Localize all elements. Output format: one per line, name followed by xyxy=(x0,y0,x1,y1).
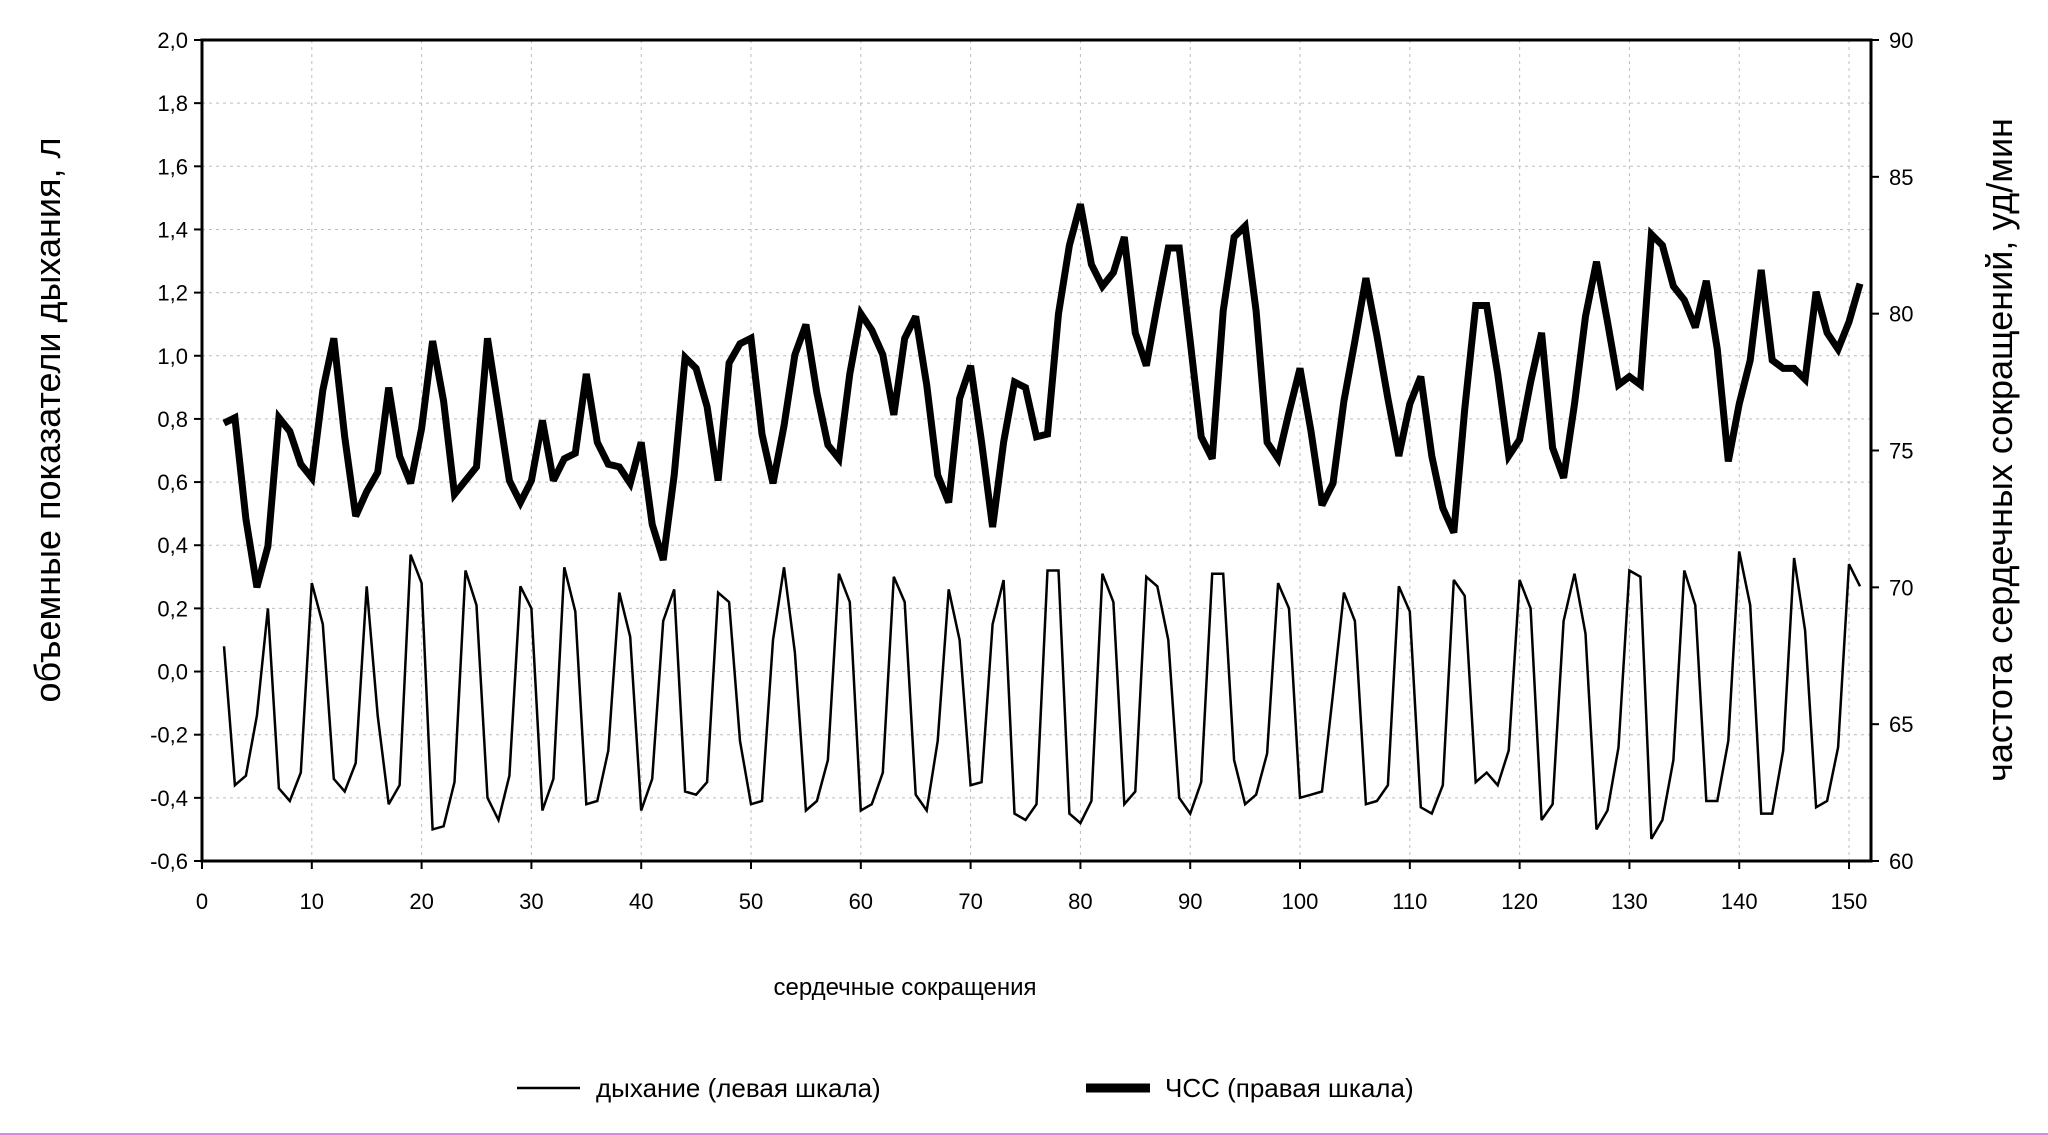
y-left-tick-label: 1,6 xyxy=(157,154,188,179)
y-left-tick-label: -0,2 xyxy=(150,723,188,748)
x-tick-label: 60 xyxy=(849,889,873,914)
series-line-heart-rate xyxy=(222,203,1864,589)
y-right-tick-label: 60 xyxy=(1889,849,1913,874)
y-left-tick-label: 0,2 xyxy=(157,596,188,621)
axis-ticks: -0,6 -0,4 -0,2 0,0 0,2 0,4 0,6 0,8 1,0 1,2 1,4 1,6 1… xyxy=(150,28,1913,914)
y-left-tick-label: -0,4 xyxy=(150,786,188,811)
y-left-tick-label: -0,6 xyxy=(150,849,188,874)
legend-label-heart-rate: ЧСС (правая шкала) xyxy=(1165,1073,1414,1103)
x-tick-label: 40 xyxy=(629,889,653,914)
x-tick-label: 0 xyxy=(196,889,208,914)
x-tick-label: 50 xyxy=(739,889,763,914)
x-tick-label: 20 xyxy=(409,889,433,914)
y-left-tick-label: 0,8 xyxy=(157,407,188,432)
legend: дыхание (левая шкала) ЧСС (правая шкала) xyxy=(517,1073,1414,1103)
y-right-tick-label: 80 xyxy=(1889,302,1913,327)
x-tick-label: 100 xyxy=(1282,889,1319,914)
y-right-tick-label: 70 xyxy=(1889,575,1913,600)
x-tick-label: 150 xyxy=(1831,889,1868,914)
y-right-tick-label: 75 xyxy=(1889,439,1913,464)
y-left-tick-label: 1,2 xyxy=(157,281,188,306)
x-tick-label: 70 xyxy=(958,889,982,914)
grid-lines xyxy=(202,40,1871,861)
x-tick-label: 120 xyxy=(1501,889,1538,914)
series-line-breathing xyxy=(222,551,1862,840)
series-lines xyxy=(222,203,1864,840)
x-axis-title: сердечные сокращения xyxy=(773,974,1036,1001)
y-right-axis-title: частота сердечных сокращений, уд/мин xyxy=(1979,118,2020,782)
x-tick-label: 80 xyxy=(1068,889,1092,914)
y-left-tick-label: 2,0 xyxy=(157,28,188,53)
y-left-tick-label: 1,8 xyxy=(157,91,188,116)
x-tick-label: 90 xyxy=(1178,889,1202,914)
y-left-tick-label: 1,4 xyxy=(157,217,188,242)
x-tick-label: 140 xyxy=(1721,889,1758,914)
y-right-tick-label: 90 xyxy=(1889,28,1913,53)
bottom-border xyxy=(0,1133,2048,1135)
x-tick-label: 10 xyxy=(300,889,324,914)
y-left-tick-label: 0,6 xyxy=(157,470,188,495)
y-left-tick-label: 0,0 xyxy=(157,660,188,685)
y-right-tick-label: 65 xyxy=(1889,712,1913,737)
y-left-axis-title: объемные показатели дыхания, л xyxy=(27,138,68,703)
y-right-tick-label: 85 xyxy=(1889,165,1913,190)
x-tick-label: 30 xyxy=(519,889,543,914)
y-left-tick-label: 0,4 xyxy=(157,533,188,558)
legend-label-breathing: дыхание (левая шкала) xyxy=(596,1073,881,1103)
x-tick-label: 130 xyxy=(1611,889,1648,914)
y-left-tick-label: 1,0 xyxy=(157,344,188,369)
x-tick-label: 110 xyxy=(1392,889,1427,914)
